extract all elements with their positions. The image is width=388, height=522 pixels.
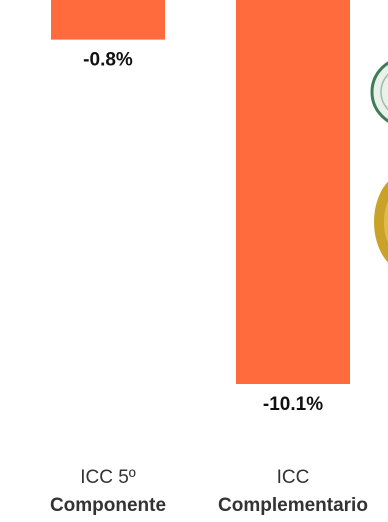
category-label-2: ICC Complementario bbox=[218, 467, 368, 516]
data-label-2: -10.1% bbox=[263, 394, 323, 415]
bar-2 bbox=[236, 0, 350, 384]
bars bbox=[51, 0, 350, 384]
gold-medal-partial bbox=[374, 181, 388, 263]
seal-logo-partial bbox=[370, 61, 388, 123]
category-label-1: ICC 5º Componente bbox=[50, 467, 166, 516]
bar-1 bbox=[51, 0, 165, 40]
category-labels: ICC 5º Componente ICC Complementario bbox=[50, 467, 368, 516]
data-label-1: -0.8% bbox=[83, 50, 133, 71]
data-labels: -0.8% -10.1% bbox=[83, 50, 323, 415]
